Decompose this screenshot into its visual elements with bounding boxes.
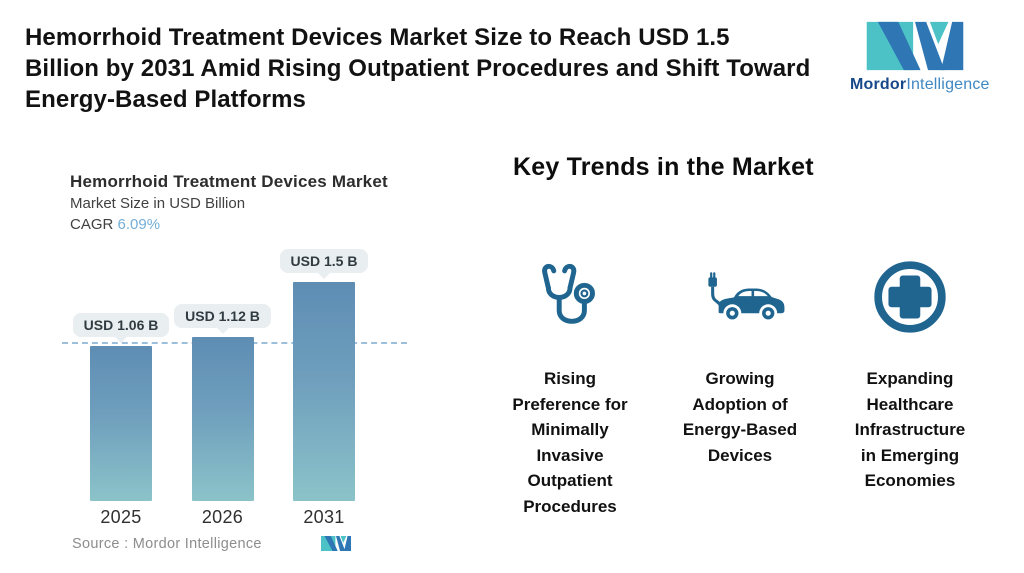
chart-subtitle: Market Size in USD Billion (70, 195, 246, 212)
trend-caption: Growing Adoption of Energy-Based Devices (682, 369, 798, 465)
bar-2031 (293, 282, 355, 501)
bar-column-2026: USD 1.12 B 2026 (174, 304, 271, 529)
brand-name-light: Intelligence (906, 76, 990, 93)
electric-car-icon (693, 252, 787, 342)
source-row: Source : Mordor Intelligence (62, 535, 407, 552)
bar-value-pill: USD 1.5 B (279, 249, 369, 273)
bar-year-label: 2025 (100, 507, 142, 527)
brand-name: MordorIntelligence (850, 76, 989, 94)
bar-column-2031: USD 1.5 B 2031 (279, 249, 369, 529)
chart-title: Hemorrhoid Treatment Devices Market (70, 172, 388, 191)
bar-2026 (191, 337, 254, 501)
cagr-label: CAGR (70, 216, 114, 233)
brand-logo: MordorIntelligence (850, 20, 989, 94)
bar-chart-plot: USD 1.06 B 2025 USD 1.12 B 2026 USD 1.5 … (62, 243, 407, 529)
trends-heading: Key Trends in the Market (513, 153, 814, 181)
medical-cross-icon (871, 252, 949, 342)
trends-row: Rising Preference for Minimally Invasive Out… (485, 252, 995, 519)
trend-caption: Rising Preference for Minimally Invasive Out… (512, 369, 628, 516)
market-chart: Hemorrhoid Treatment Devices Market Mark… (62, 170, 407, 552)
chart-cagr: CAGR 6.09% (62, 214, 407, 235)
page-headline: Hemorrhoid Treatment Devices Market Size… (25, 24, 811, 113)
trend-item-healthcare-infrastructure: Expanding Healthcare Infrastructure in Emer… (825, 252, 995, 519)
bar-year-label: 2031 (303, 507, 345, 527)
bar-column-2025: USD 1.06 B 2025 (72, 313, 170, 529)
mordor-intelligence-logo-icon (850, 20, 980, 72)
bar-2025 (90, 346, 152, 501)
bar-year-label: 2026 (201, 507, 244, 527)
brand-name-bold: Mordor (850, 76, 907, 93)
trend-item-outpatient: Rising Preference for Minimally Invasive Out… (485, 252, 655, 519)
source-attribution: Source : Mordor Intelligence (72, 535, 262, 552)
trend-caption: Expanding Healthcare Infrastructure in Emer… (854, 369, 966, 490)
stethoscope-icon (534, 252, 606, 342)
cagr-value: 6.09% (117, 216, 161, 233)
mordor-intelligence-mini-logo-icon (321, 535, 407, 552)
bars-row: USD 1.06 B 2025 USD 1.12 B 2026 USD 1.5 … (62, 249, 407, 529)
bar-value-pill: USD 1.06 B (72, 313, 170, 337)
bar-value-pill: USD 1.12 B (174, 304, 271, 328)
trend-item-energy-devices: Growing Adoption of Energy-Based Devices (655, 252, 825, 519)
